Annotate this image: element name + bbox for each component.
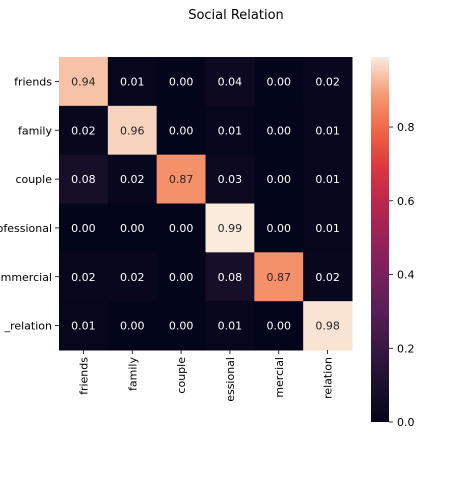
cell-value-label: 0.08 [218, 271, 243, 284]
heatmap-cell-r2-c1 [107, 154, 158, 204]
colorbar-gradient [371, 57, 389, 422]
cell-value-label: 0.00 [169, 222, 194, 235]
heatmap-cell-r3-c5 [303, 203, 353, 253]
colorbar: 0.0 0.2 0.4 0.6 0.8 [371, 57, 415, 429]
heatmap-cell-r0-c4 [254, 57, 304, 107]
heatmap-cell-r5-c2 [156, 301, 206, 351]
heatmap-cell-r0-c2 [156, 57, 206, 107]
heatmap-cell-r5-c5 [303, 301, 353, 351]
cell-value-label: 0.99 [218, 222, 243, 235]
heatmap-cell-r0-c3 [205, 57, 255, 107]
cell-value-label: 0.02 [120, 271, 145, 284]
colorbar-tick-label: 0.4 [397, 269, 415, 282]
heatmap-cells: 0.94 0.01 0.00 0.04 0.00 0.02 0.02 0.96 0.00 0.01… [59, 57, 353, 351]
heatmap-cell-r1-c4 [254, 105, 304, 156]
cell-value-label: 0.98 [315, 320, 340, 333]
column-label: relation [322, 357, 335, 399]
heatmap-cell-r1-c0 [59, 105, 109, 156]
column-label: family [126, 357, 139, 391]
heatmap-cell-r5-c3 [205, 301, 255, 351]
heatmap-cell-r4-c3 [205, 252, 255, 302]
heatmap-cell-r0-c1 [107, 57, 158, 107]
cell-value-label: 0.00 [267, 75, 292, 88]
heatmap-cell-r1-c5 [303, 105, 353, 156]
row-label: couple [15, 173, 52, 186]
heatmap-cell-r4-c1 [107, 252, 158, 302]
heatmap-cell-r4-c5 [303, 252, 353, 302]
cell-value-label: 0.01 [315, 222, 340, 235]
cell-value-label: 0.87 [169, 173, 194, 186]
cell-value-label: 0.01 [218, 320, 243, 333]
cell-value-label: 0.03 [218, 173, 243, 186]
cell-value-label: 0.01 [315, 173, 340, 186]
cell-value-label: 0.02 [120, 173, 145, 186]
row-label: mmercial [1, 271, 52, 284]
cell-value-label: 0.01 [315, 124, 340, 137]
cell-value-label: 0.02 [315, 75, 340, 88]
row-label: ofessional [0, 222, 52, 235]
cell-value-label: 0.00 [267, 222, 292, 235]
heatmap-cell-r3-c0 [59, 203, 109, 253]
heatmap-cell-r2-c4 [254, 154, 304, 204]
column-label: couple [175, 357, 188, 394]
cell-value-label: 0.00 [120, 222, 145, 235]
column-label: friends [77, 357, 90, 395]
cell-value-label: 0.01 [218, 124, 243, 137]
column-label: essional [224, 357, 237, 402]
cell-value-label: 0.96 [120, 124, 145, 137]
heatmap-cell-r3-c3 [205, 203, 255, 253]
colorbar-tick-label: 0.8 [397, 121, 415, 134]
cell-value-label: 0.00 [169, 75, 194, 88]
row-labels: friends family couple ofessional mmercial _re… [0, 75, 59, 333]
cell-value-label: 0.00 [120, 320, 145, 333]
cell-value-label: 0.00 [267, 124, 292, 137]
heatmap-cell-r5-c4 [254, 301, 304, 351]
heatmap-cell-r4-c4 [254, 252, 304, 302]
cell-value-label: 0.02 [315, 271, 340, 284]
heatmap-cell-r1-c3 [205, 105, 255, 156]
cell-value-label: 0.08 [71, 173, 96, 186]
cell-value-label: 0.00 [71, 222, 96, 235]
colorbar-tick-label: 0.0 [397, 416, 415, 429]
heatmap-cell-r4-c2 [156, 252, 206, 302]
heatmap-cell-r3-c1 [107, 203, 158, 253]
heatmap-cell-r2-c2 [156, 154, 206, 204]
heatmap-cell-r2-c5 [303, 154, 353, 204]
cell-value-label: 0.00 [169, 124, 194, 137]
cell-value-label: 0.00 [267, 173, 292, 186]
colorbar-tick-label: 0.2 [397, 342, 415, 355]
cell-value-label: 0.02 [71, 124, 96, 137]
heatmap-cell-r4-c0 [59, 252, 109, 302]
chart-title: Social Relation [188, 8, 284, 23]
heatmap-cell-r0-c0 [59, 57, 109, 107]
cell-value-label: 0.02 [71, 271, 96, 284]
cell-value-label: 0.00 [169, 271, 194, 284]
heatmap-cell-r2-c0 [59, 154, 109, 204]
column-labels: friends family couple essional mercial relati… [77, 350, 335, 402]
heatmap-cell-r2-c3 [205, 154, 255, 204]
cell-value-label: 0.87 [267, 271, 292, 284]
colorbar-tick-label: 0.6 [397, 195, 415, 208]
heatmap-cell-r1-c1 [107, 105, 158, 156]
heatmap-cell-r5-c0 [59, 301, 109, 351]
row-label: family [18, 124, 52, 137]
heatmap-cell-r1-c2 [156, 105, 206, 156]
cell-value-label: 0.01 [71, 320, 96, 333]
cell-value-label: 0.00 [169, 320, 194, 333]
cell-value-label: 0.94 [71, 75, 96, 88]
row-label: friends [14, 75, 52, 88]
heatmap-cell-r3-c2 [156, 203, 206, 253]
heatmap-cell-r5-c1 [107, 301, 158, 351]
heatmap-cell-r3-c4 [254, 203, 304, 253]
heatmap-cell-r0-c5 [303, 57, 353, 107]
column-label: mercial [273, 357, 286, 398]
cell-value-label: 0.00 [267, 320, 292, 333]
row-label: _relation [4, 320, 52, 333]
cell-value-label: 0.04 [218, 75, 243, 88]
cell-value-label: 0.01 [120, 75, 145, 88]
